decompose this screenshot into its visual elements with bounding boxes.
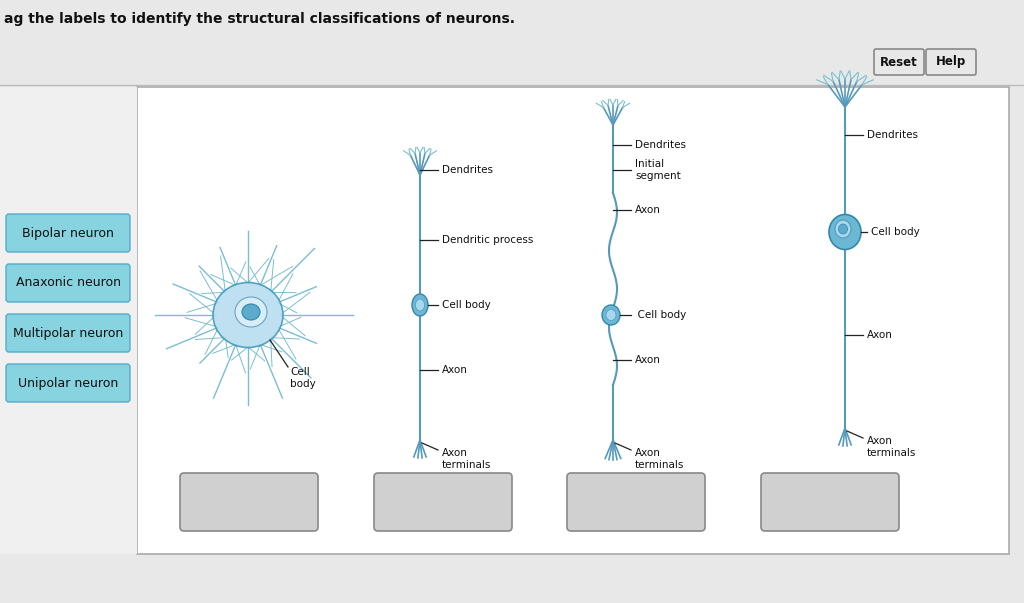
FancyBboxPatch shape [926,49,976,75]
FancyBboxPatch shape [6,264,130,302]
Text: Axon: Axon [635,355,660,365]
Ellipse shape [835,220,851,238]
FancyBboxPatch shape [567,473,705,531]
FancyBboxPatch shape [874,49,924,75]
Text: Cell body: Cell body [442,300,490,310]
Text: ag the labels to identify the structural classifications of neurons.: ag the labels to identify the structural… [4,12,515,26]
Ellipse shape [242,304,260,320]
Text: Cell body: Cell body [871,227,920,237]
Text: Cell
body: Cell body [290,367,315,388]
Ellipse shape [839,224,848,234]
Ellipse shape [412,294,428,316]
Text: Axon: Axon [635,205,660,215]
Text: Cell body: Cell body [631,310,686,320]
FancyBboxPatch shape [137,87,1009,554]
Text: Dendrites: Dendrites [867,130,918,140]
FancyBboxPatch shape [180,473,318,531]
Text: Initial
segment: Initial segment [635,159,681,181]
FancyBboxPatch shape [6,214,130,252]
Ellipse shape [234,297,267,327]
Text: Reset: Reset [880,55,918,69]
Ellipse shape [602,305,620,325]
Text: Axon
terminals: Axon terminals [442,448,492,470]
Ellipse shape [213,282,283,347]
Text: Unipolar neuron: Unipolar neuron [17,376,118,390]
Text: Multipolar neuron: Multipolar neuron [13,326,123,339]
Ellipse shape [606,309,616,321]
Text: Anaxonic neuron: Anaxonic neuron [15,277,121,289]
Text: Axon: Axon [442,365,468,375]
Text: Dendritic process: Dendritic process [442,235,534,245]
Text: Axon: Axon [867,330,893,340]
Text: Help: Help [936,55,966,69]
FancyBboxPatch shape [761,473,899,531]
Ellipse shape [416,299,425,311]
FancyBboxPatch shape [374,473,512,531]
Text: Bipolar neuron: Bipolar neuron [23,227,114,239]
Text: Axon
terminals: Axon terminals [867,436,916,458]
Text: Dendrites: Dendrites [442,165,493,175]
FancyBboxPatch shape [0,87,137,554]
FancyBboxPatch shape [6,364,130,402]
FancyBboxPatch shape [6,314,130,352]
Ellipse shape [829,215,861,250]
Text: Dendrites: Dendrites [635,140,686,150]
Text: Axon
terminals: Axon terminals [635,448,684,470]
